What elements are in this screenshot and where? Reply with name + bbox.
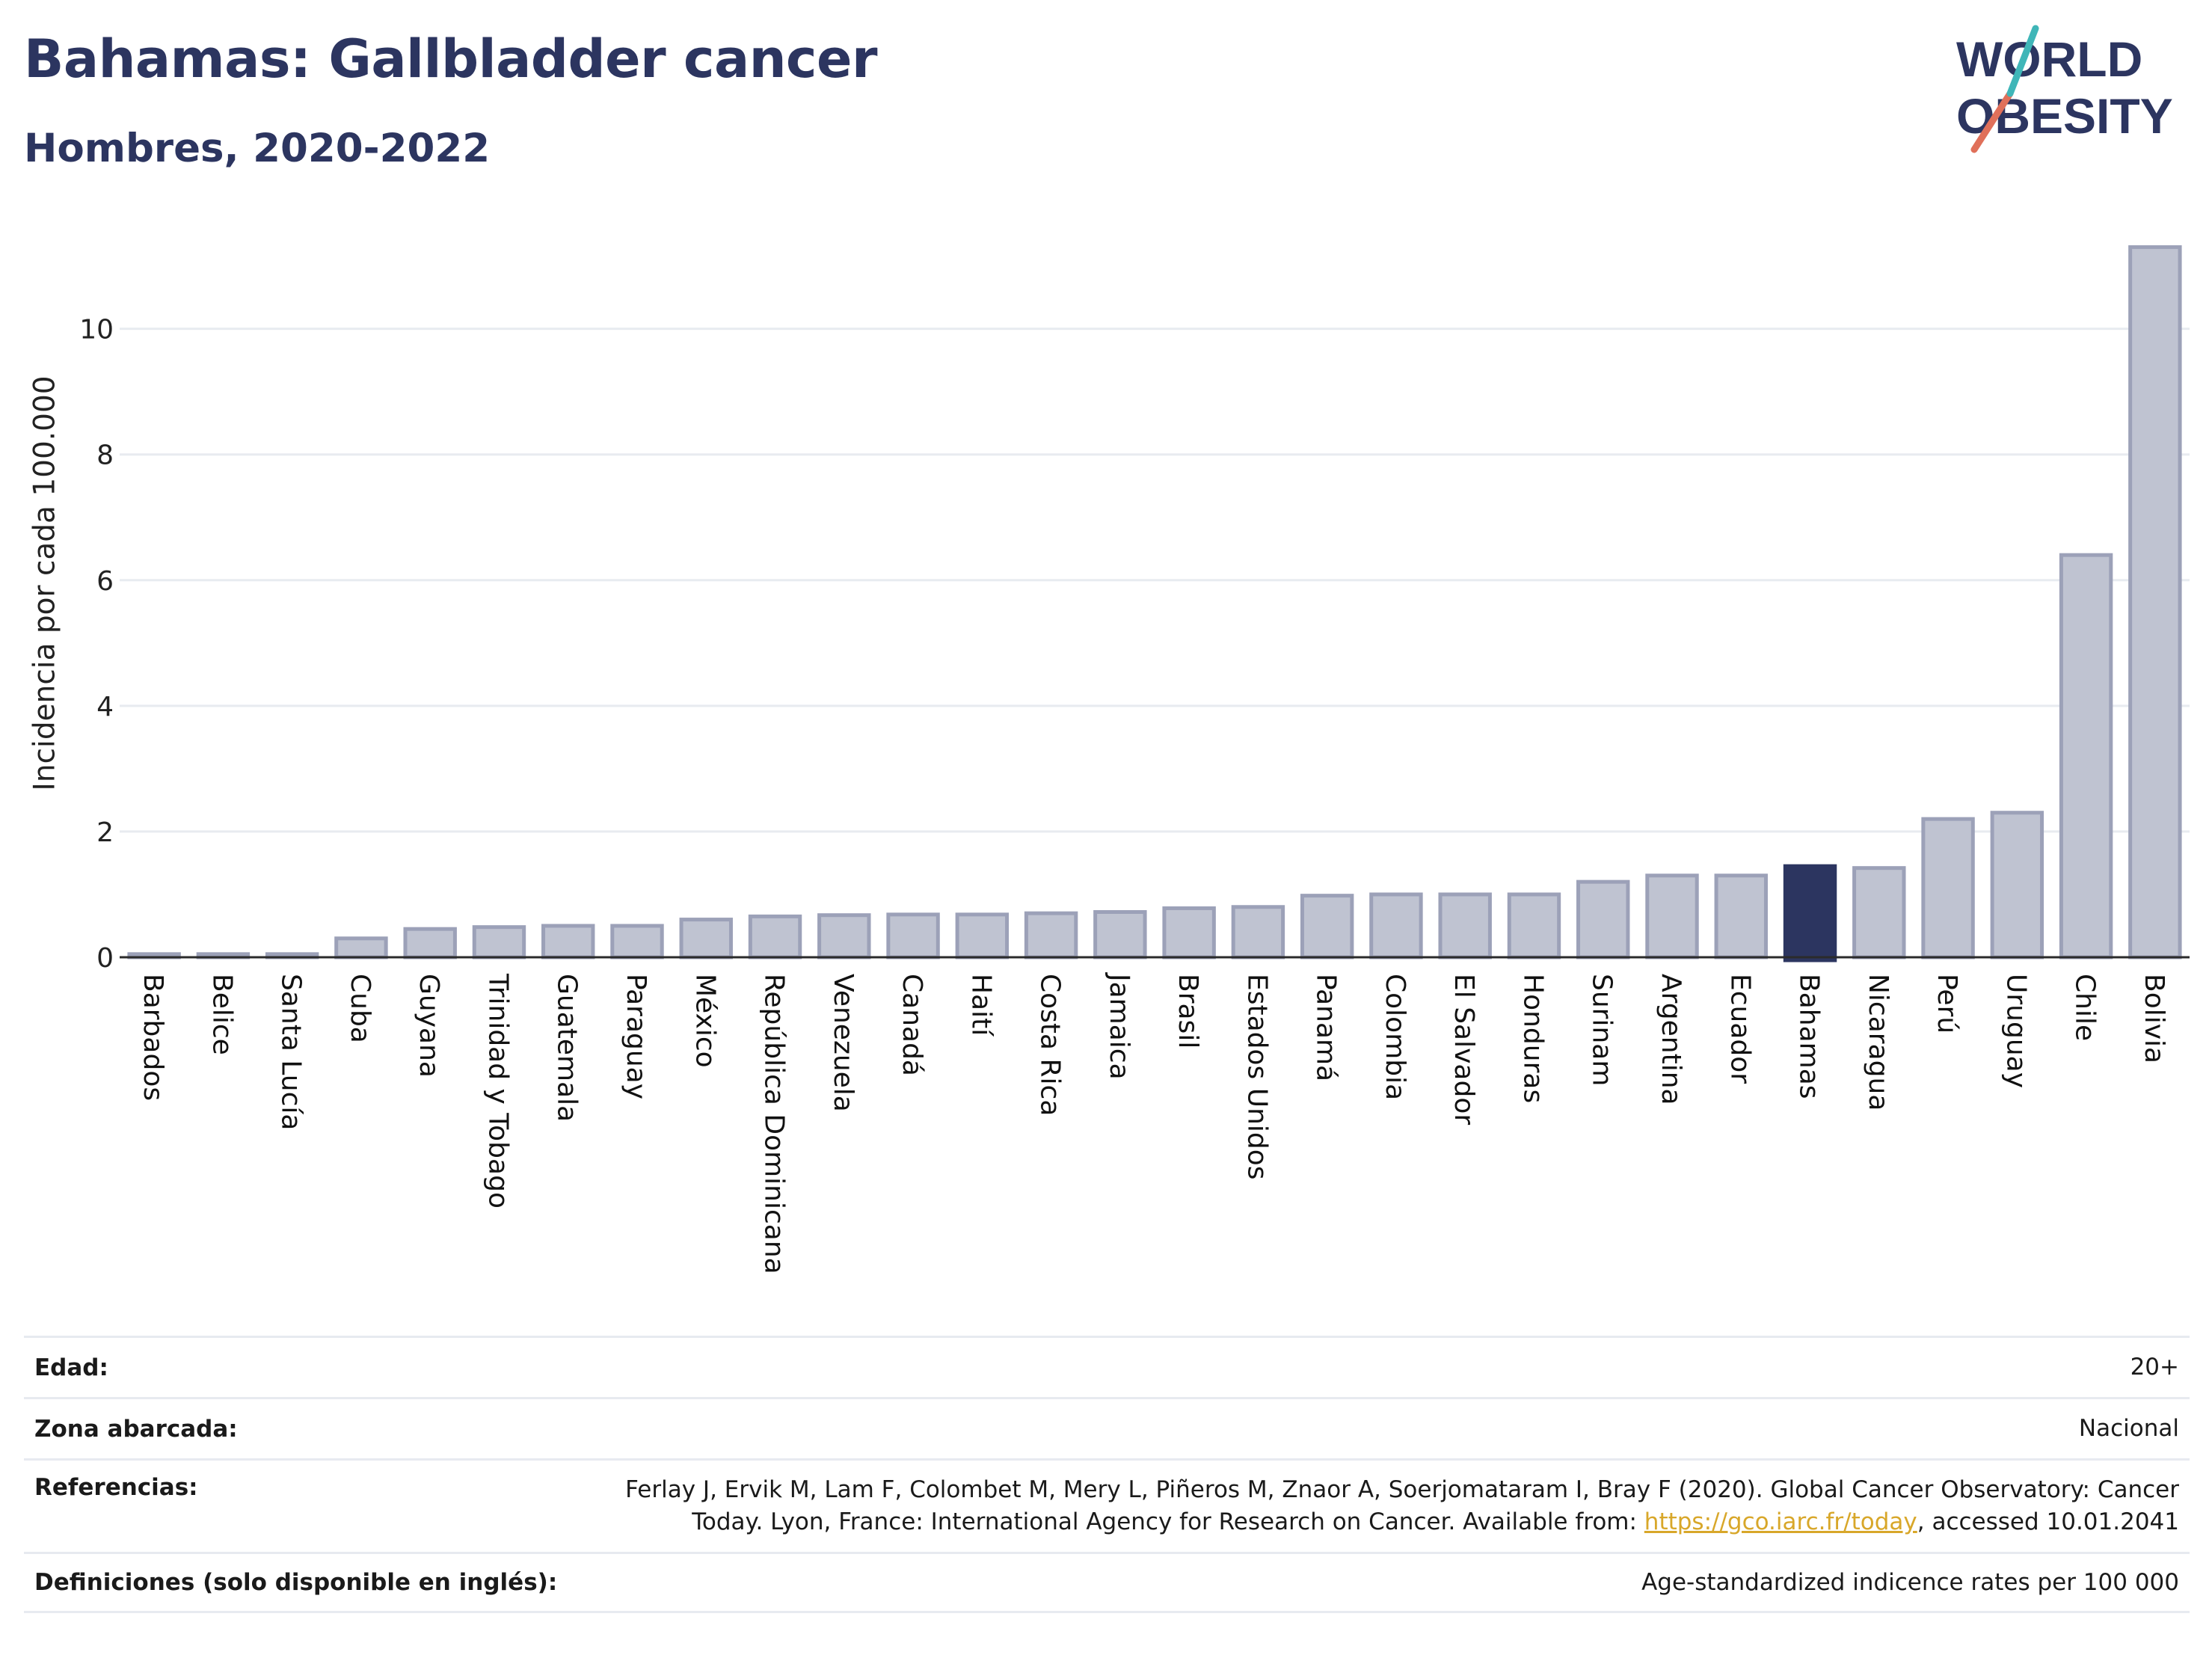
x-tick-label: Costa Rica [1035,974,1066,1116]
bar-el-salvador [1438,892,1492,959]
references-line2-text: Today. Lyon, France: International Agenc… [692,1508,1644,1535]
chart-title: Bahamas: Gallbladder cancer [24,28,878,90]
x-tick-label: Belice [206,974,237,1055]
bar-costa-rica [1024,911,1078,959]
bar-brasil [1162,906,1216,959]
x-tick-label: Paraguay [621,974,651,1099]
info-row-zone: Zona abarcada: Nacional [24,1397,2190,1458]
info-label: Zona abarcada: [34,1415,238,1443]
x-tick-label: Perú [1932,974,1962,1034]
x-tick-label: Brasil [1173,974,1203,1048]
x-tick-label: Cuba [345,974,375,1043]
info-row-references: Referencias: Ferlay J, Ervik M, Lam F, C… [24,1458,2190,1552]
x-tick-label: Argentina [1656,974,1686,1105]
x-tick-label: México [689,974,720,1068]
bar-jamaica [1093,909,1147,959]
grid-lines [120,328,2190,833]
x-tick-label: Guatemala [552,974,583,1122]
references-line1: Ferlay J, Ervik M, Lam F, Colombet M, Me… [625,1476,2179,1503]
logo-slash-orange [1970,90,2014,153]
bar-surinam [1576,879,1630,959]
x-tick-label: Uruguay [2000,974,2031,1088]
bar-colombia [1369,892,1423,959]
bar-panam- [1300,894,1354,959]
x-tick-label: Colombia [1380,974,1410,1100]
bar-venezuela [817,913,871,959]
bar-nicaragua [1852,866,1906,959]
x-tick-label: Bahamas [1794,974,1825,1099]
info-label: Definiciones (solo disponible en inglés)… [34,1569,558,1596]
y-axis-label: Incidencia por cada 100.000 [28,375,62,791]
bar-paraguay [610,924,664,959]
y-tick-label: 8 [96,440,114,471]
y-tick-label: 0 [96,943,114,974]
bar-guyana [403,927,457,959]
world-obesity-logo: WORLD OBESITY [1956,25,2173,153]
y-tick-label: 2 [96,817,114,848]
bar-bahamas [1783,864,1837,962]
bar-guatemala [541,924,595,959]
bar-per- [1921,817,1975,959]
info-value: 20+ [2130,1354,2179,1381]
x-tick-label: Haití [965,974,996,1037]
bar-honduras [1507,892,1561,959]
references-text: Ferlay J, Ervik M, Lam F, Colombet M, Me… [625,1474,2179,1538]
x-tick-label: Guyana [414,974,444,1078]
info-table: Edad: 20+ Zona abarcada: Nacional Refere… [24,1336,2190,1613]
x-tick-label: Canadá [897,974,927,1076]
bar-bolivia [2128,245,2182,959]
x-tick-label: Honduras [1517,974,1548,1103]
tick-labels: 0 2 4 6 8 10 Barbados Belice Santa Lucía Cuba Guya… [79,315,2169,1274]
bar-estados-unidos [1231,905,1285,959]
bar-trinidad-y-tobago [472,925,526,959]
bar-chile [2059,553,2113,959]
x-tick-label: Estados Unidos [1241,974,1272,1180]
references-line2: Today. Lyon, France: International Agenc… [625,1506,2179,1538]
info-label: Referencias: [34,1474,198,1501]
x-tick-label: Barbados [138,974,168,1101]
x-tick-label: Bolivia [2139,974,2169,1063]
x-tick-label: Ecuador [1724,974,1755,1084]
x-tick-label: Jamaica [1104,972,1134,1080]
x-tick-label: Nicaragua [1863,974,1893,1111]
bar-cuba [334,936,388,959]
x-tick-label: Panamá [1311,974,1342,1081]
bar-m-xico [679,918,733,959]
y-tick-label: 10 [79,315,114,346]
x-tick-label: República Dominicana [759,974,790,1274]
info-label: Edad: [34,1354,108,1381]
bar-ecuador [1714,873,1768,959]
x-tick-label: Santa Lucía [276,974,307,1130]
info-row-definitions: Definiciones (solo disponible en inglés)… [24,1552,2190,1613]
y-tick-label: 4 [96,692,114,722]
chart-subtitle: Hombres, 2020-2022 [24,126,491,171]
references-link[interactable]: https://gco.iarc.fr/today [1644,1508,1917,1535]
info-value: Age-standardized indicence rates per 100… [1641,1568,2179,1596]
bar-canad- [886,912,940,959]
bar-chart: 0 2 4 6 8 10 Barbados Belice Santa Lucía Cuba Guya… [79,245,2190,1274]
info-value: Nacional [2078,1415,2179,1442]
x-tick-label: El Salvador [1448,974,1479,1125]
x-tick-label: Chile [2070,974,2101,1041]
bar-argentina [1645,873,1699,959]
bar-rep-blica-dominicana [748,914,802,959]
bars [127,245,2182,962]
logo-line1: WORLD [1956,31,2142,87]
references-line2-end: , accessed 10.01.2041 [1917,1508,2179,1535]
bar-hait- [955,912,1010,959]
y-tick-label: 6 [96,566,114,597]
logo-slash-teal [2006,25,2039,97]
x-tick-label: Trinidad y Tobago [482,973,513,1209]
x-tick-label: Venezuela [828,974,858,1112]
x-tick-label: Surinam [1587,974,1617,1086]
info-row-age: Edad: 20+ [24,1336,2190,1397]
bar-uruguay [1990,811,2044,959]
